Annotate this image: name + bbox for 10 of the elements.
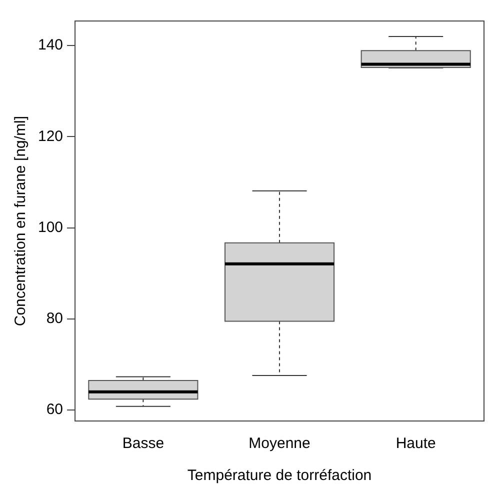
y-tick-label: 60 bbox=[46, 401, 64, 418]
y-tick-label: 80 bbox=[46, 310, 64, 328]
x-tick-label: Basse bbox=[122, 435, 164, 452]
y-tick-label: 120 bbox=[38, 128, 64, 145]
y-tick-label: 140 bbox=[38, 36, 64, 54]
x-tick-label: Moyenne bbox=[248, 435, 310, 452]
x-axis-title: Température de torréfaction bbox=[187, 467, 372, 484]
x-tick-label: Haute bbox=[396, 435, 436, 452]
y-axis-title: Concentration en furane [ng/ml] bbox=[12, 116, 30, 326]
y-tick-label: 100 bbox=[38, 218, 64, 236]
